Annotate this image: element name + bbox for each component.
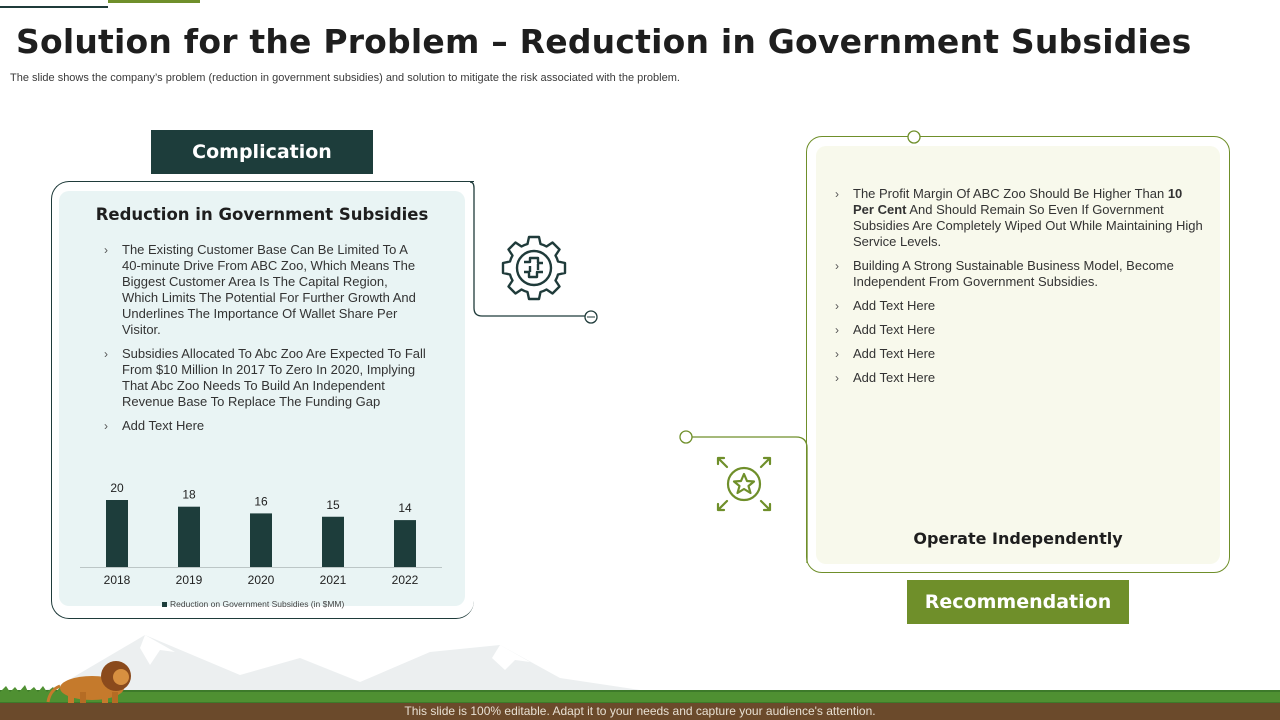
chevron-right-icon: › (835, 323, 839, 337)
chevron-right-icon: › (104, 419, 108, 433)
chart-bar (178, 506, 200, 567)
chart-data-label: 15 (326, 498, 340, 512)
page-subtitle: The slide shows the company’s problem (r… (10, 72, 680, 84)
complication-bullets: › The Existing Customer Base Can Be Limit… (104, 242, 426, 442)
chart-bar (394, 520, 416, 567)
chart-tick-label: 2022 (392, 573, 419, 587)
bullet-text: The Profit Margin Of ABC Zoo Should Be H… (853, 186, 1168, 201)
chevron-right-icon: › (835, 347, 839, 361)
chevron-right-icon: › (835, 187, 839, 201)
list-item: › Subsidies Allocated To Abc Zoo Are Expe… (104, 346, 426, 410)
list-item: › Add Text Here (104, 418, 426, 434)
list-item: › Add Text Here (835, 370, 1205, 386)
chevron-right-icon: › (835, 371, 839, 385)
recommendation-tag: Recommendation (907, 580, 1129, 624)
bullet-text: Add Text Here (853, 370, 936, 385)
chart-bar (250, 513, 272, 567)
chart-data-label: 18 (182, 488, 196, 502)
legend-label: Reduction on Government Subsidies (in $M… (170, 599, 345, 609)
recommendation-connector (679, 430, 808, 563)
list-item: › Add Text Here (835, 298, 1205, 314)
recommendation-frame (806, 136, 1230, 573)
chevron-right-icon: › (835, 299, 839, 313)
page-title: Solution for the Problem – Reduction in … (16, 22, 1192, 61)
legend-swatch (162, 602, 167, 608)
list-item: › The Existing Customer Base Can Be Limit… (104, 242, 426, 338)
top-accent-green (108, 0, 200, 3)
list-item: › Add Text Here (835, 322, 1205, 338)
footer-note: This slide is 100% editable. Adapt it to… (404, 704, 876, 718)
recommendation-heading: Operate Independently (913, 529, 1123, 548)
complication-heading: Reduction in Government Subsidies (95, 205, 429, 224)
chart-data-label: 16 (254, 494, 268, 508)
bullet-text: Add Text Here (853, 346, 936, 361)
chart-bar (106, 500, 128, 567)
star-arrows-icon (716, 456, 772, 512)
top-accent-dark (0, 6, 108, 8)
chart-tick-label: 2018 (104, 573, 131, 587)
chart-bar (322, 516, 344, 567)
chart-tick-label: 2020 (248, 573, 275, 587)
recommendation-bullets: › The Profit Margin Of ABC Zoo Should Be … (835, 186, 1205, 394)
bullet-text: The Existing Customer Base Can Be Limite… (122, 242, 416, 337)
chart-legend: Reduction on Government Subsidies (in $M… (162, 599, 344, 609)
complication-frame (51, 181, 474, 619)
list-item: › The Profit Margin Of ABC Zoo Should Be … (835, 186, 1205, 250)
chevron-right-icon: › (835, 259, 839, 273)
complication-connector (469, 181, 598, 324)
chart-data-label: 20 (110, 481, 124, 495)
chart-tick-label: 2019 (176, 573, 203, 587)
list-item: › Add Text Here (835, 346, 1205, 362)
landscape-illustration (0, 635, 1280, 712)
recommendation-top-node (907, 130, 921, 144)
lion-illustration (46, 661, 131, 712)
bullet-text: Add Text Here (853, 298, 936, 313)
bullet-text: Building A Strong Sustainable Business M… (853, 258, 1174, 289)
chevron-right-icon: › (104, 347, 108, 361)
chart-tick-label: 2021 (320, 573, 347, 587)
bullet-text: And Should Remain So Even If Government … (853, 202, 1203, 249)
recommendation-card (816, 146, 1220, 564)
chart-data-label: 14 (398, 501, 412, 515)
list-item: › Building A Strong Sustainable Business … (835, 258, 1205, 290)
complication-tag: Complication (151, 130, 373, 174)
bullet-text: Add Text Here (853, 322, 936, 337)
bullet-text: Add Text Here (122, 418, 205, 433)
gear-puzzle-icon (501, 235, 567, 301)
chevron-right-icon: › (104, 243, 108, 257)
bullet-text: Subsidies Allocated To Abc Zoo Are Expec… (122, 346, 426, 409)
subsidies-bar-chart: 20 2018 18 2019 16 2020 15 2021 14 2022 (80, 481, 442, 587)
footer-bar (0, 703, 1280, 720)
bullet-emphasis: 10 Per Cent (853, 186, 1183, 217)
